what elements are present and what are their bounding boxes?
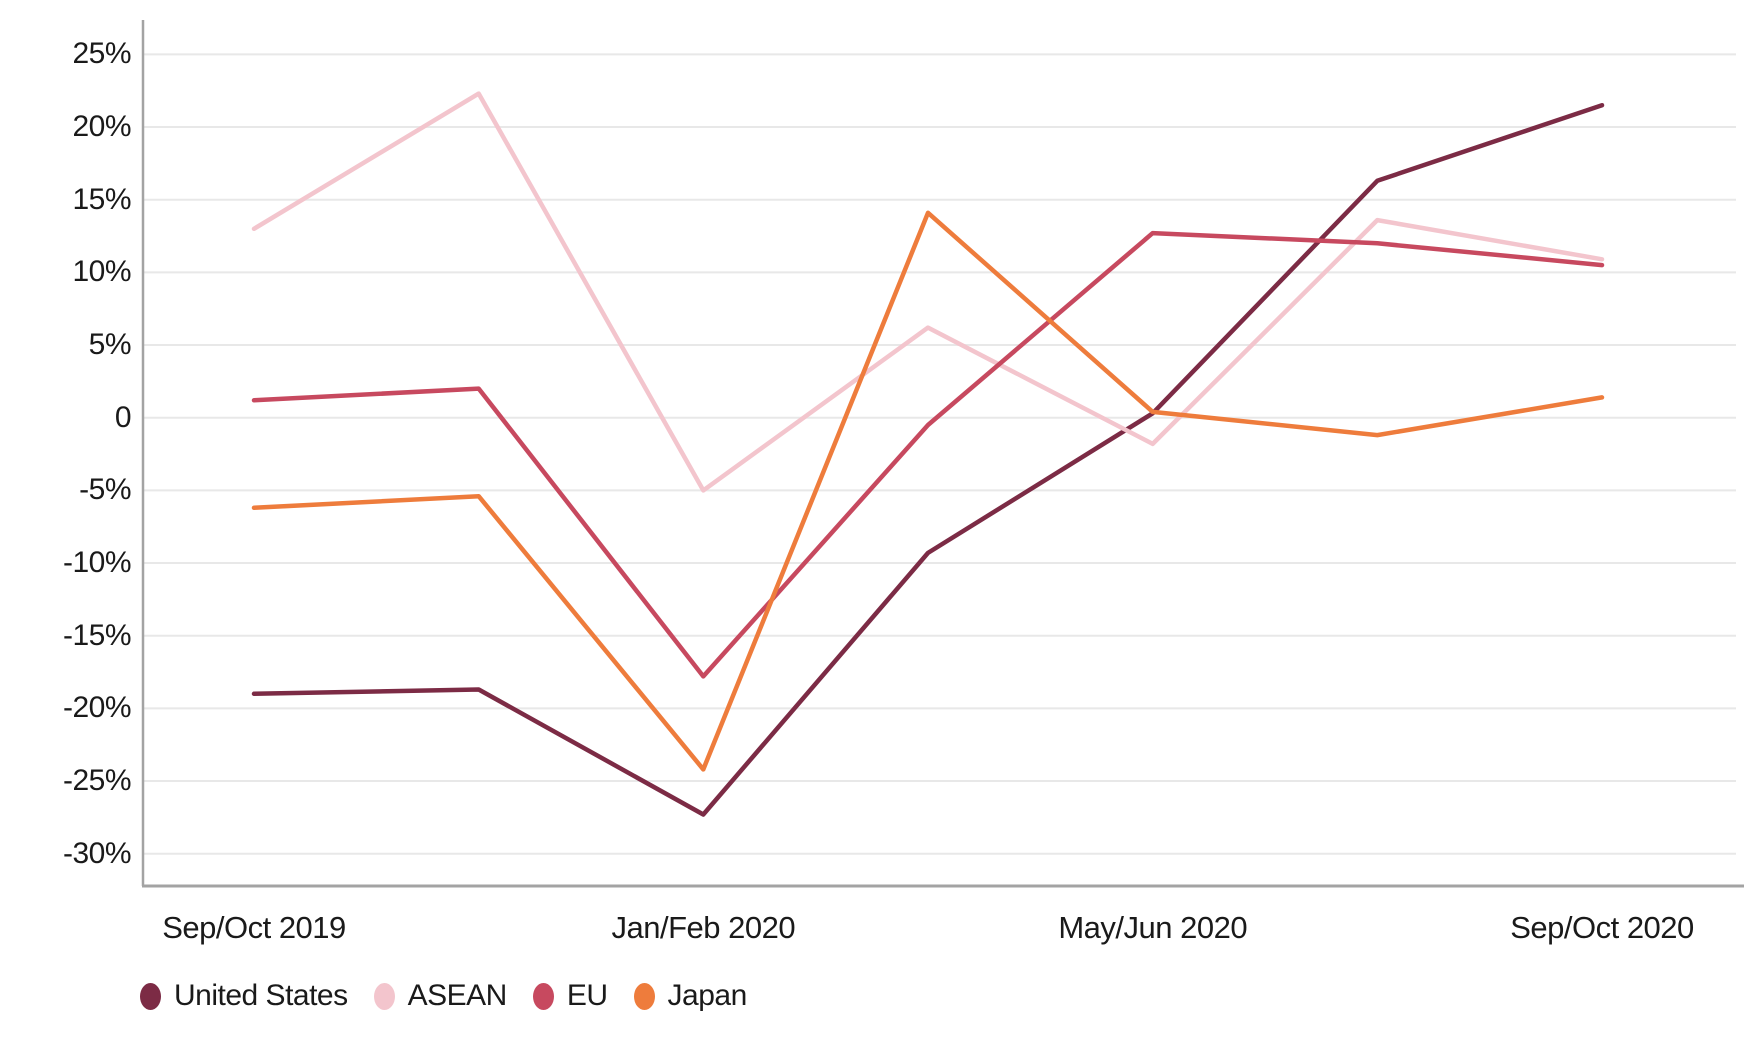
x-axis-tick-label: Jan/Feb 2020 [611,910,796,945]
y-axis-tick-label: 25% [72,37,131,71]
legend-item-asean: ASEAN [373,978,508,1014]
legend-label: Japan [667,979,748,1012]
series-line-united-states [251,102,1605,817]
legend-dot-icon [633,982,655,1010]
legend-item-japan: Japan [633,978,748,1014]
series-line-asean [251,91,1605,493]
legend-item-united-states: United States [140,978,348,1014]
y-axis-tick-label: -10% [62,546,132,579]
legend-dot-icon [373,982,395,1010]
y-axis-tick-label: 20% [72,110,131,143]
y-axis-tick-label: -5% [79,473,131,507]
legend-item-eu: EU [532,978,608,1014]
x-axis-tick-label: May/Jun 2020 [1058,910,1248,945]
series-line-japan [251,210,1605,772]
x-axis-tick-label: Sep/Oct 2020 [1510,910,1694,945]
y-axis-tick-label: 10% [72,255,131,289]
legend-label: United States [174,979,348,1012]
y-axis-tick-label: -20% [62,691,132,725]
legend-label: ASEAN [407,979,508,1012]
series-line-eu [251,230,1605,679]
y-axis-tick-label: -15% [62,618,132,652]
y-axis-tick-label: -30% [62,836,132,870]
y-axis-tick-label: 15% [72,182,131,216]
y-axis-tick-label: 0 [114,400,132,434]
y-axis-tick-label: 5% [88,328,132,361]
legend-dot-icon [140,982,161,1010]
x-axis-tick-label: Sep/Oct 2019 [162,910,346,945]
legend-dot-icon [532,982,554,1010]
y-axis-tick-label: -25% [62,764,132,797]
legend: United States ASEAN EU Japan [140,978,747,1014]
legend-label: EU [566,979,608,1012]
